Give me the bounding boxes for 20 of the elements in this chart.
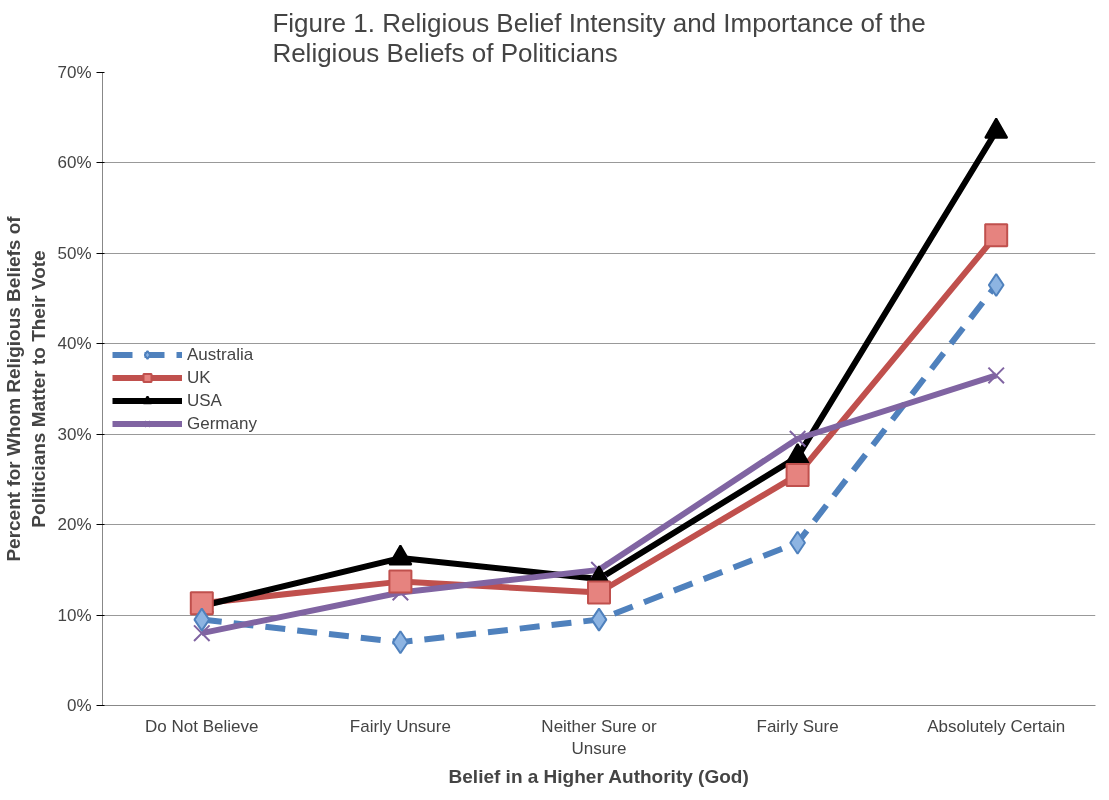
y-tick-label: 70% (57, 63, 92, 82)
y-tick-label: 60% (57, 153, 92, 173)
y-tick-label: 0% (66, 696, 92, 715)
legend-label: Germany (187, 413, 257, 433)
y-tick-label: 30% (57, 424, 92, 444)
legend-label: UK (187, 367, 211, 387)
x-tick-label: Neither Sure or Unsure (541, 716, 657, 759)
x-tick-label: Do Not Believe (145, 716, 259, 736)
y-axis-title: Percent for Whom Religious Beliefs of Politicians Matter to Their Vote (3, 215, 50, 562)
y-tick-label: 20% (57, 515, 92, 535)
x-tick-label: Fairly Unsure (349, 716, 451, 736)
y-tick-label: 50% (57, 243, 92, 263)
y-tick-label: 40% (57, 334, 92, 354)
legend-label: USA (187, 390, 222, 410)
legend-label: Australia (187, 344, 254, 364)
y-tick-label: 10% (57, 605, 92, 625)
x-tick-label: Fairly Sure (756, 716, 839, 736)
chart-title: Figure 1. Religious Belief Intensity and Importance of the Religious Beliefs of Politicians (272, 7, 926, 68)
x-tick-label: Absolutely Certain (927, 716, 1066, 736)
x-axis-title: Belief in a Higher Authority (God) (448, 766, 749, 788)
